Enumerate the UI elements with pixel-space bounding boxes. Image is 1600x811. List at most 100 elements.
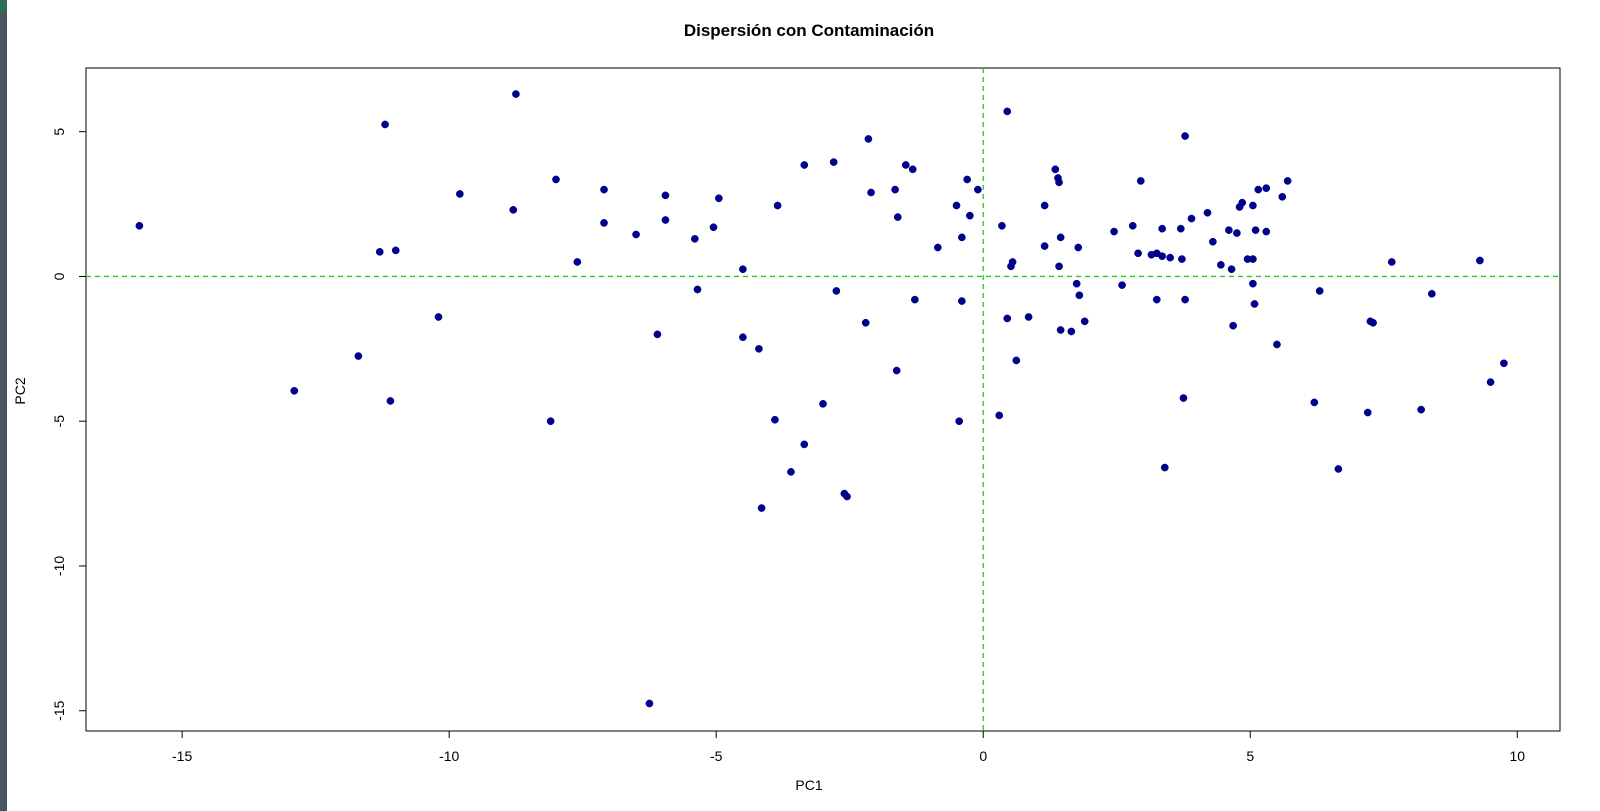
data-point: [1040, 242, 1049, 250]
x-tick-label: 0: [979, 748, 987, 764]
data-point: [998, 221, 1006, 230]
data-point: [1158, 224, 1166, 233]
data-point: [693, 285, 702, 294]
data-point: [819, 399, 827, 408]
data-point: [1227, 265, 1236, 274]
data-point: [908, 165, 917, 174]
data-point: [1056, 233, 1065, 242]
data-point: [1110, 227, 1118, 236]
data-point: [715, 194, 723, 203]
data-point: [864, 135, 873, 143]
data-point: [1203, 208, 1212, 217]
x-tick-label: -10: [439, 748, 459, 764]
data-point: [600, 219, 608, 227]
data-point: [1249, 201, 1257, 210]
data-point: [1055, 178, 1063, 187]
data-point: [1056, 326, 1065, 334]
data-point: [391, 246, 400, 255]
data-point: [1008, 258, 1017, 266]
data-point: [512, 90, 520, 98]
data-point: [1278, 192, 1287, 201]
data-point: [1427, 289, 1436, 298]
data-point: [1178, 255, 1186, 263]
data-point: [1254, 185, 1263, 194]
data-point: [861, 318, 870, 327]
data-point: [955, 417, 964, 426]
data-point: [1217, 261, 1225, 269]
data-point: [891, 185, 899, 194]
data-point: [653, 330, 662, 339]
data-point: [1486, 378, 1495, 386]
data-point: [1233, 229, 1241, 237]
data-point: [455, 190, 464, 198]
data-point: [1075, 291, 1084, 300]
y-tick-label: 0: [51, 272, 67, 280]
data-point: [709, 223, 718, 232]
data-point: [755, 344, 763, 353]
data-point: [600, 185, 608, 194]
data-point: [1012, 356, 1021, 365]
data-point: [901, 161, 910, 169]
plot-area: -15 -10 -5 0 5 10 -15 -10 -5 0 5: [51, 67, 1561, 764]
data-point: [354, 352, 363, 360]
data-point: [958, 297, 966, 305]
data-point: [1187, 214, 1196, 223]
data-point: [1334, 465, 1343, 473]
data-point: [1229, 321, 1238, 330]
data-point: [966, 211, 974, 220]
x-tick-label: 10: [1509, 748, 1525, 764]
data-point: [1158, 252, 1166, 261]
y-tick-label: 5: [51, 128, 67, 136]
data-point: [1181, 132, 1189, 140]
data-point: [1251, 226, 1260, 234]
data-point: [739, 265, 747, 274]
data-point: [1369, 318, 1377, 327]
data-point: [690, 234, 699, 243]
data-point: [1072, 279, 1081, 288]
data-point: [771, 415, 779, 424]
data-point: [892, 366, 901, 375]
data-point: [995, 411, 1004, 420]
data-point: [1250, 300, 1259, 308]
data-point: [1273, 340, 1281, 349]
data-point: [1315, 287, 1324, 295]
data-point: [645, 699, 654, 708]
data-point: [1166, 253, 1174, 262]
data-point: [135, 221, 144, 230]
data-point: [632, 230, 640, 239]
data-point: [952, 201, 961, 210]
data-point: [1067, 327, 1076, 336]
data-point: [1136, 177, 1145, 185]
data-point: [800, 161, 809, 169]
data-point: [1249, 255, 1257, 263]
data-point: [963, 175, 972, 184]
data-point: [933, 243, 942, 252]
data-point: [1179, 394, 1188, 402]
data-point: [1225, 226, 1233, 234]
data-point: [1310, 398, 1319, 407]
window-edge-accent: [0, 0, 7, 12]
data-point: [800, 440, 809, 449]
y-tick-label: -5: [51, 415, 67, 428]
data-point: [661, 191, 670, 200]
data-point: [843, 492, 851, 501]
chart-title: Dispersión con Contaminación: [684, 21, 934, 40]
y-axis-label: PC2: [12, 377, 28, 404]
x-tick-label: -15: [172, 748, 192, 764]
data-point: [1387, 258, 1396, 266]
data-point: [661, 216, 670, 224]
data-point: [1128, 221, 1137, 230]
x-axis-label: PC1: [795, 777, 822, 793]
data-point: [757, 504, 766, 512]
data-point: [1500, 359, 1508, 368]
data-point: [1249, 279, 1257, 288]
data-point: [1417, 405, 1425, 414]
data-point: [552, 175, 560, 184]
data-point: [386, 397, 395, 405]
data-point: [1181, 295, 1189, 304]
data-point: [867, 188, 875, 197]
data-point: [1176, 224, 1185, 233]
data-point: [739, 333, 747, 342]
data-point: [1283, 177, 1292, 185]
